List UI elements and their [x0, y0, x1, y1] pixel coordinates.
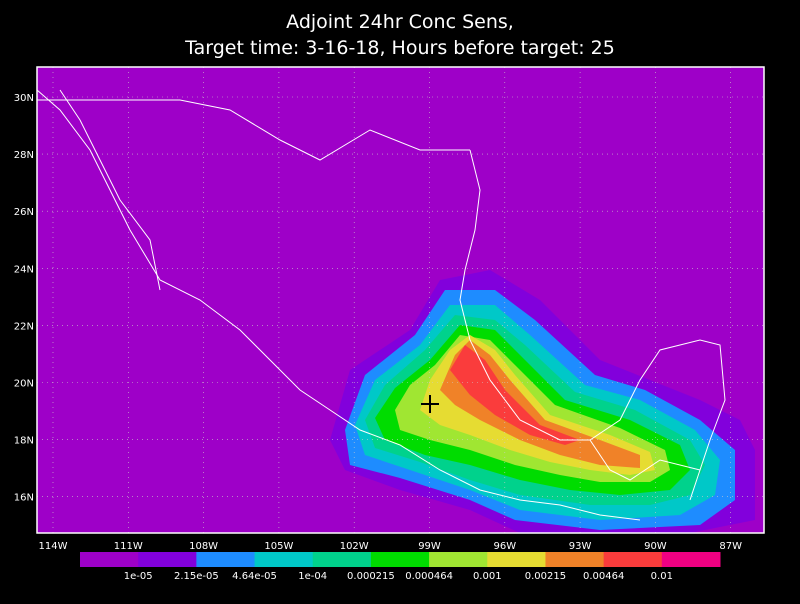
contour [450, 345, 580, 445]
lat-label: 18N [14, 436, 34, 447]
colorbar-swatch [487, 552, 546, 567]
lat-label: 30N [14, 93, 34, 104]
colorbar-swatch [254, 552, 314, 567]
lat-label: 28N [14, 150, 34, 161]
title-line: Target time: 3-16-18, Hours before targe… [184, 37, 615, 59]
map-frame [36, 66, 765, 534]
colorbar-swatch [138, 552, 197, 567]
colorbar-label: 2.15e-05 [174, 571, 219, 582]
axis-labels: 30N 28N 26N 24N 22N 20N 18N 16N 114W 111W 108W 105W… [14, 93, 742, 552]
lat-label: 26N [14, 207, 34, 218]
colorbar-swatch [661, 552, 721, 567]
lon-label: 96W [493, 541, 516, 552]
lon-label: 87W [719, 541, 742, 552]
lon-label: 99W [418, 541, 441, 552]
colorbar-label: 0.01 [651, 571, 673, 582]
coastline [36, 89, 641, 521]
colorbar-swatch [603, 552, 663, 567]
colorbar-swatch [545, 552, 605, 567]
colorbar-label: 0.00215 [525, 571, 566, 582]
graticule [37, 67, 764, 533]
colorbar-label: 4.64e-05 [232, 571, 277, 582]
colorbar-label: 1e-04 [298, 571, 327, 582]
colorbar-swatch [196, 552, 256, 567]
colorbar-swatch [429, 552, 488, 567]
colorbar-label: 0.001 [473, 571, 502, 582]
lon-label: 93W [569, 541, 592, 552]
target-marker [421, 395, 439, 413]
lon-label: 102W [340, 541, 369, 552]
colorbar-label: 0.00464 [583, 571, 624, 582]
border [37, 99, 470, 161]
colorbar: 1e-05 2.15e-05 4.64e-05 1e-04 0.000215 0.0004… [80, 552, 721, 582]
lat-label: 22N [14, 321, 34, 332]
coastlines [36, 89, 726, 521]
colorbar-label: 0.000215 [347, 571, 395, 582]
colorbar-label: 1e-05 [124, 571, 153, 582]
colorbar-swatch [80, 552, 139, 567]
lon-label: 114W [39, 541, 68, 552]
colorbar-swatch [370, 552, 430, 567]
map [36, 66, 765, 534]
border [589, 439, 701, 481]
lat-label: 16N [14, 493, 34, 504]
colorbar-label: 0.000464 [405, 571, 453, 582]
lat-label: 20N [14, 379, 34, 390]
title-line: Adjoint 24hr Conc Sens, [286, 11, 514, 33]
lon-label: 90W [644, 541, 667, 552]
lat-label: 24N [14, 264, 34, 275]
colorbar-swatch [312, 552, 372, 567]
lon-label: 105W [264, 541, 293, 552]
lon-label: 108W [189, 541, 218, 552]
coastline [59, 89, 161, 291]
lon-label: 111W [114, 541, 143, 552]
contours [330, 270, 755, 533]
